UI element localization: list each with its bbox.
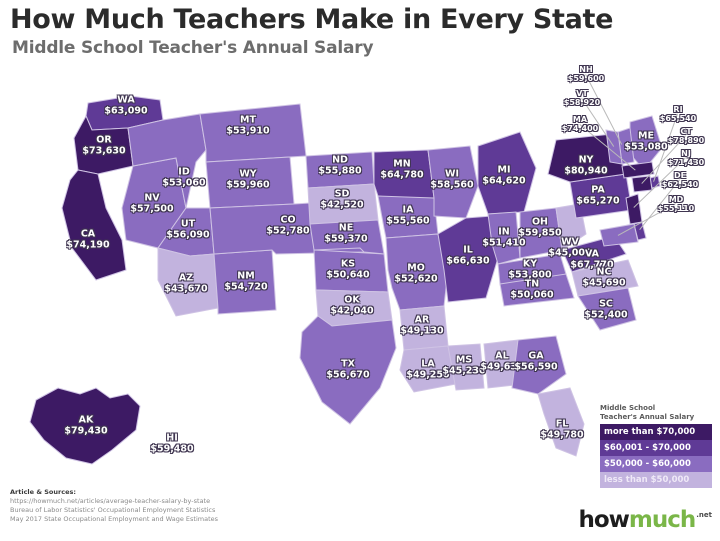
state-ga[interactable] xyxy=(511,335,567,395)
state-ks[interactable] xyxy=(313,249,389,293)
state-mt[interactable] xyxy=(199,103,307,163)
state-wy[interactable] xyxy=(205,156,295,209)
state-nd[interactable] xyxy=(305,151,375,189)
page-subtitle: Middle School Teacher's Annual Salary xyxy=(12,38,374,58)
logo-text-net: .net xyxy=(696,511,712,519)
logo-text-much: much xyxy=(628,507,696,533)
page-title: How Much Teachers Make in Every State xyxy=(10,4,614,35)
state-in[interactable] xyxy=(487,211,521,265)
state-mo[interactable] xyxy=(385,233,449,311)
howmuch-logo[interactable]: how much .net xyxy=(578,507,712,533)
sources-url[interactable]: https://howmuch.net/articles/average-tea… xyxy=(10,497,211,505)
state-ar[interactable] xyxy=(399,305,449,351)
sources-line-3: May 2017 State Occupational Employment a… xyxy=(10,515,219,523)
state-ca[interactable] xyxy=(61,169,127,281)
state-or[interactable] xyxy=(73,114,134,175)
state-tn[interactable] xyxy=(499,273,575,307)
state-ms[interactable] xyxy=(447,343,485,391)
state-ok[interactable] xyxy=(315,289,393,327)
legend: Middle School Teacher's Annual Salary mo… xyxy=(600,404,712,488)
state-nc[interactable] xyxy=(571,259,639,297)
legend-title-line2: Teacher's Annual Salary xyxy=(600,412,695,421)
state-fl[interactable] xyxy=(537,387,585,457)
state-ak[interactable] xyxy=(29,387,141,465)
state-az[interactable] xyxy=(157,247,219,317)
state-wi[interactable] xyxy=(427,145,479,219)
state-ne[interactable] xyxy=(309,219,385,255)
legend-row-3: less than $50,000 xyxy=(600,472,712,488)
legend-row-2: $50,000 - $60,000 xyxy=(600,456,712,472)
state-nj[interactable] xyxy=(625,193,643,225)
state-oh[interactable] xyxy=(519,207,563,259)
state-sc[interactable] xyxy=(577,287,637,331)
state-tx[interactable] xyxy=(299,315,397,425)
logo-text-how: how xyxy=(578,507,629,533)
legend-title-line1: Middle School xyxy=(600,404,656,412)
state-il[interactable] xyxy=(437,215,499,303)
state-la[interactable] xyxy=(399,345,457,393)
state-me[interactable] xyxy=(629,115,663,171)
state-nm[interactable] xyxy=(213,249,277,315)
sources-heading: Article & Sources: xyxy=(10,488,76,496)
sources-line-2: Bureau of Labor Statistics' Occupational… xyxy=(10,506,216,514)
sources-block: Article & Sources: https://howmuch.net/a… xyxy=(10,488,218,524)
legend-row-0: more than $70,000 xyxy=(600,424,712,440)
legend-rows: more than $70,000 $60,001 - $70,000 $50,00… xyxy=(600,424,712,488)
state-mi[interactable] xyxy=(477,131,537,215)
legend-title: Middle School Teacher's Annual Salary xyxy=(600,404,712,421)
state-ia[interactable] xyxy=(377,195,439,239)
legend-row-1: $60,001 - $70,000 xyxy=(600,440,712,456)
state-sd[interactable] xyxy=(307,183,379,225)
